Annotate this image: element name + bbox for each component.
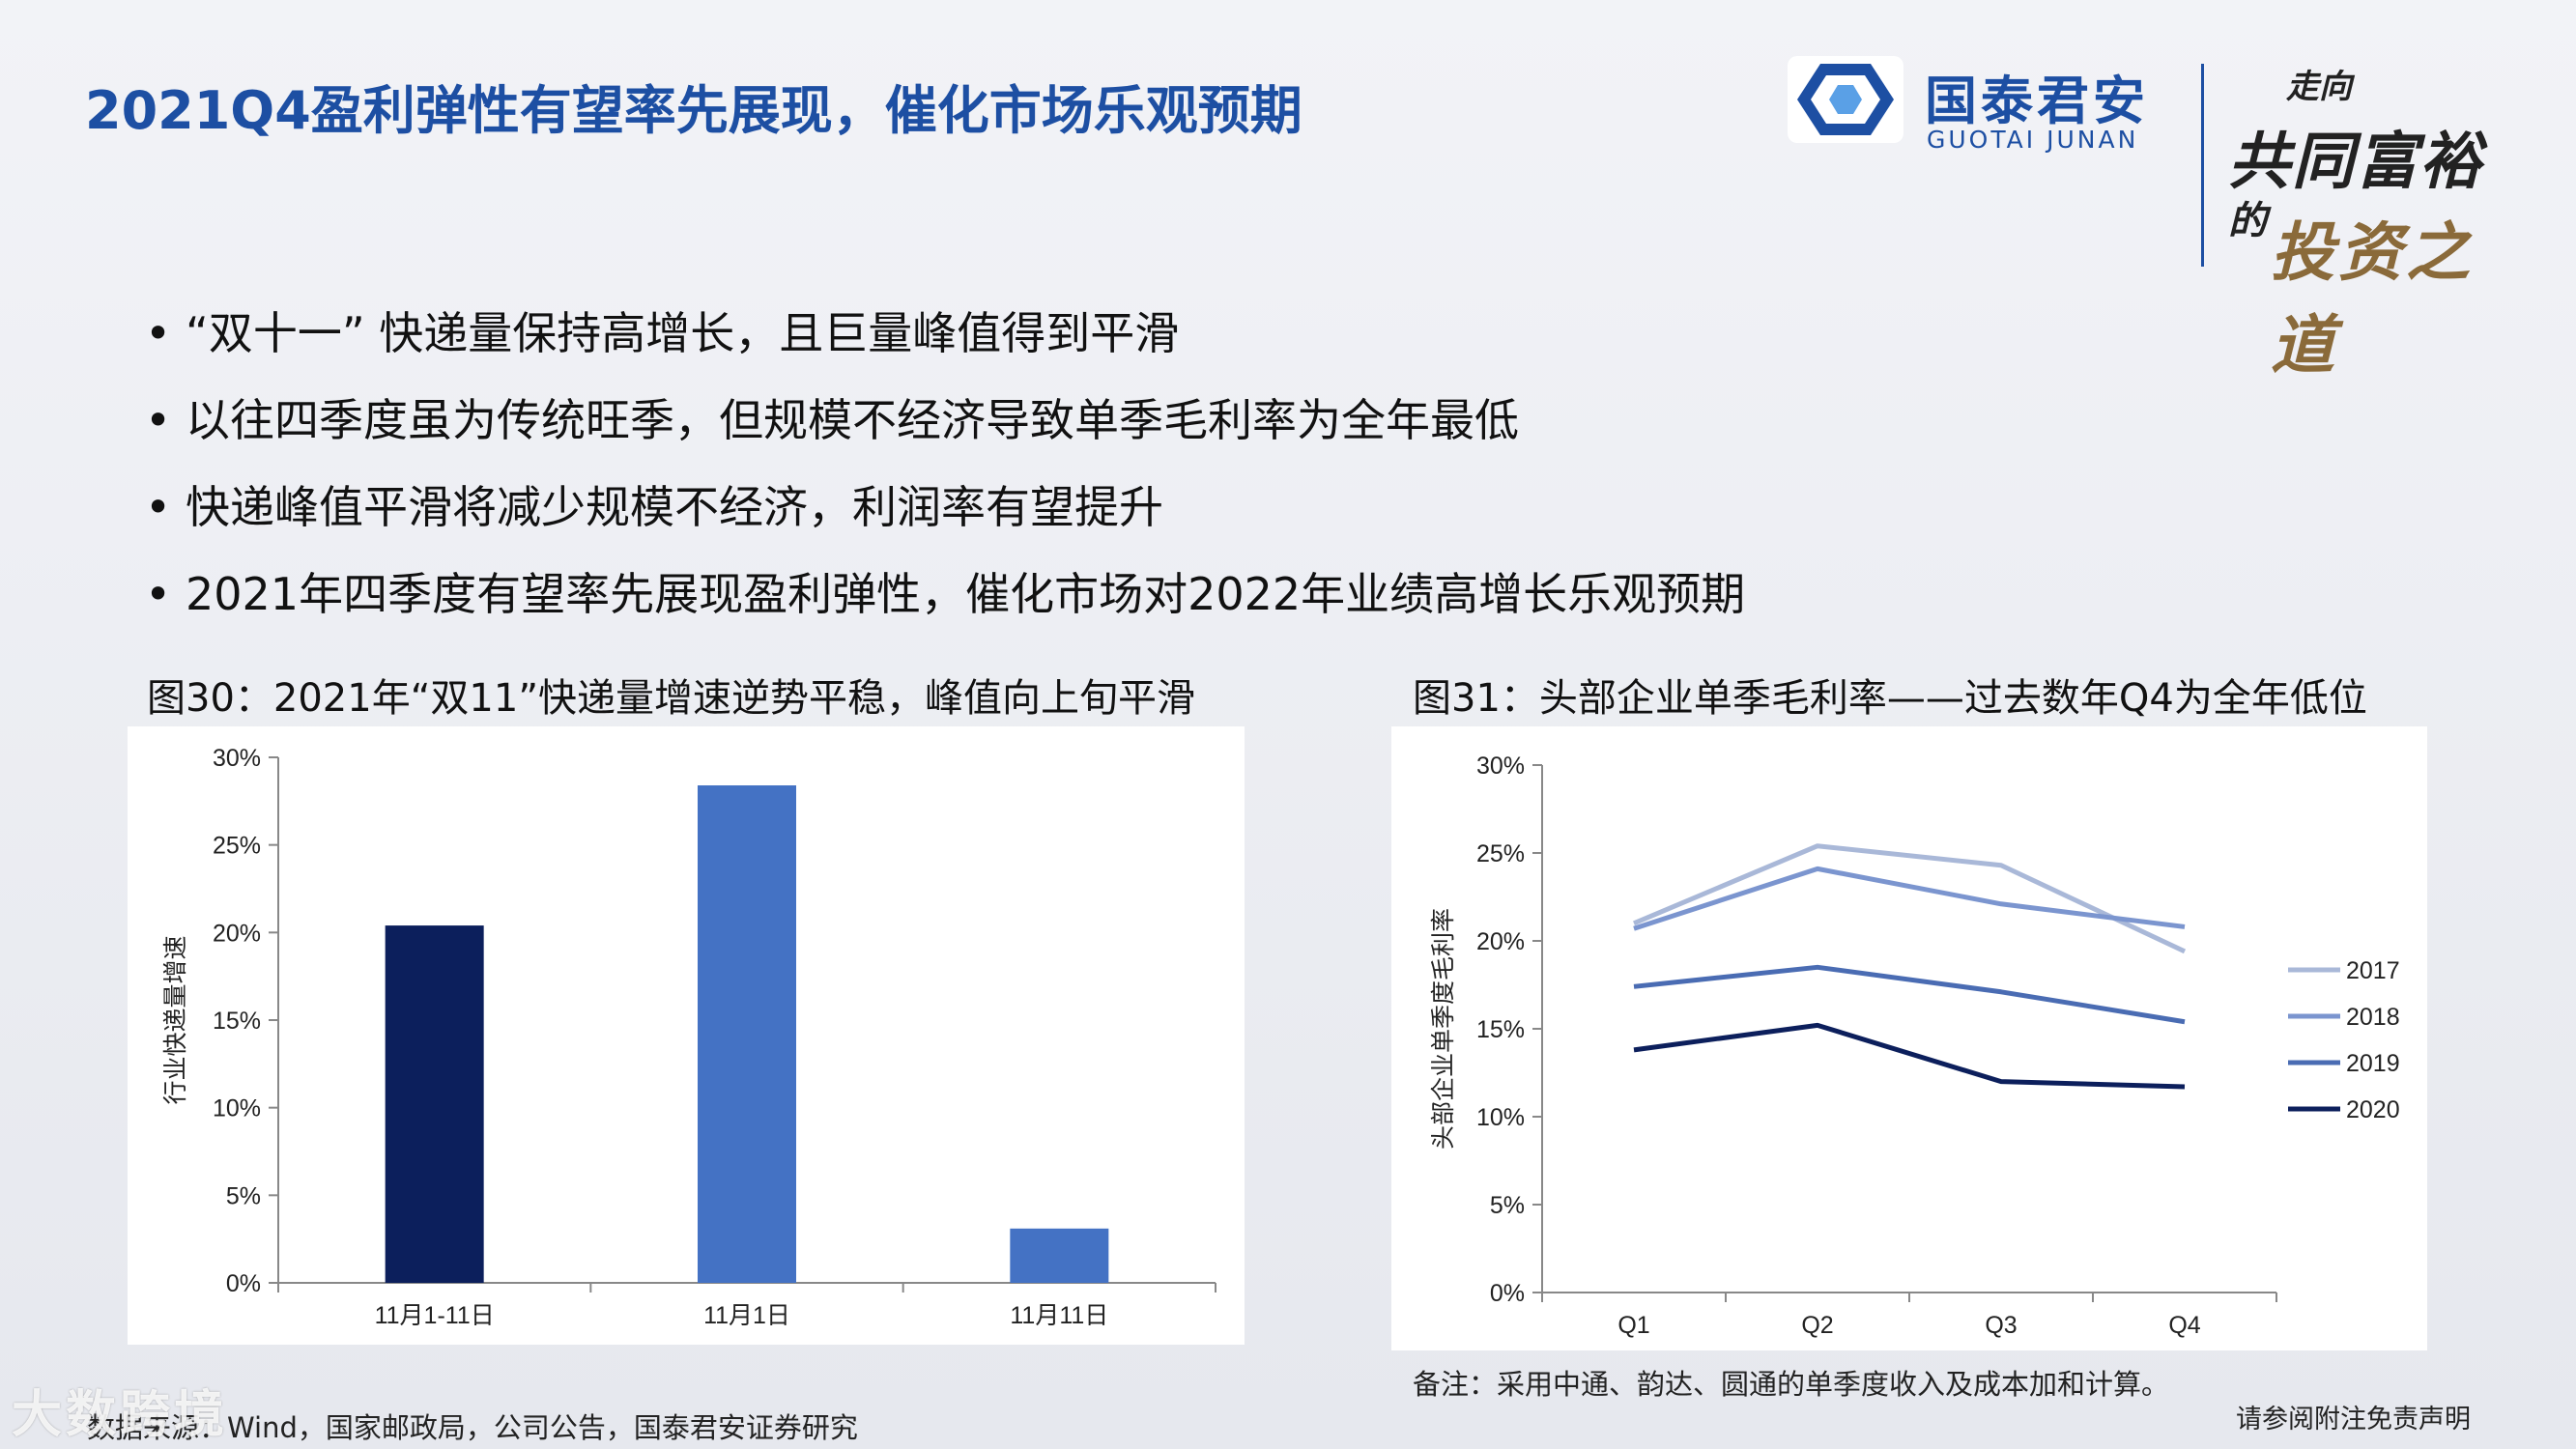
bar	[385, 925, 484, 1283]
series-line-2019	[1633, 964, 2186, 1025]
x-tick-label: Q3	[1985, 1312, 2017, 1339]
disclaimer: 请参阅附注免责声明	[2236, 1405, 2471, 1435]
legend-label: 2019	[2346, 1050, 2400, 1077]
slogan-line-2: 共同富裕	[2228, 126, 2483, 198]
data-source: 数据来源：Wind，国家邮政局，公司公告，国泰君安证券研究	[87, 1411, 858, 1444]
bullet-list: “双十一” 快递量保持高增长，且巨量峰值得到平滑 以往四季度虽为传统旺季，但规模…	[145, 290, 1745, 638]
logo-divider	[2201, 64, 2204, 267]
bullet-item: 以往四季度虽为传统旺季，但规模不经济导致单季毛利率为全年最低	[145, 377, 1745, 464]
company-logo: 国泰君安 GUOTAI JUNAN 走向 共同富裕 的 投资之道	[1788, 56, 2503, 383]
bar-chart: 0% 5% 10% 15% 20% 25% 30% 11月1-11日 11月1日 11月11日 行业…	[162, 745, 1216, 1329]
slogan-line-3: 的	[2228, 198, 2267, 243]
line-chart-panel: 0% 5% 10% 15% 20% 25% 30% Q1 Q2 Q3 Q4 2017 2018 2019 2…	[1391, 726, 2427, 1350]
y-tick-label: 15%	[1476, 1016, 1525, 1043]
figure-31-title: 图31：头部企业单季毛利率——过去数年Q4为全年低位	[1413, 676, 2367, 721]
bullet-item: 2021年四季度有望率先展现盈利弹性，催化市场对2022年业绩高增长乐观预期	[145, 551, 1745, 638]
slogan-line-4: 投资之道	[2271, 214, 2474, 383]
logo-en-text: GUOTAI JUNAN	[1927, 126, 2139, 154]
watermark: 大数跨境	[12, 1386, 229, 1444]
y-axis-label: 行业快递量增速	[162, 935, 189, 1104]
bar	[698, 785, 796, 1283]
slogan: 走向 共同富裕 的 投资之道	[2228, 56, 2499, 383]
y-tick-label: 5%	[1490, 1192, 1525, 1219]
page-title: 2021Q4盈利弹性有望率先展现，催化市场乐观预期	[85, 80, 1302, 141]
x-tick-label: Q2	[1801, 1312, 1833, 1339]
x-tick-label: 11月1日	[703, 1302, 790, 1329]
chart-note: 备注：采用中通、韵达、圆通的单季度收入及成本加和计算。	[1413, 1368, 2170, 1401]
y-axis-label: 头部企业单季度毛利率	[1430, 908, 1457, 1150]
y-tick-label: 10%	[1476, 1104, 1525, 1131]
y-tick-label: 0%	[1490, 1280, 1525, 1307]
y-tick-label: 15%	[213, 1008, 261, 1035]
bar-chart-panel: 0% 5% 10% 15% 20% 25% 30% 11月1-11日 11月1日 11月11日 行业…	[128, 726, 1245, 1345]
y-tick-label: 30%	[213, 745, 261, 772]
x-tick-label: Q1	[1617, 1312, 1649, 1339]
y-tick-label: 20%	[213, 920, 261, 947]
legend-label: 2018	[2346, 1004, 2400, 1031]
x-tick-label: Q4	[2168, 1312, 2200, 1339]
bar	[1010, 1228, 1109, 1283]
series-line-2020	[1633, 1022, 2186, 1090]
figure-30-title: 图30：2021年“双11”快递量增速逆势平稳，峰值向上旬平滑	[147, 676, 1196, 721]
logo-cn-text: 国泰君安	[1925, 71, 2149, 131]
y-tick-label: 25%	[1476, 840, 1525, 867]
x-tick-label: 11月11日	[1010, 1302, 1108, 1329]
y-tick-label: 0%	[226, 1270, 261, 1297]
bullet-item: 快递峰值平滑将减少规模不经济，利润率有望提升	[145, 464, 1745, 551]
series-line-2017	[1633, 843, 2187, 954]
slogan-line-1: 走向	[2286, 68, 2352, 106]
legend-label: 2017	[2346, 957, 2400, 984]
x-tick-label: 11月1-11日	[375, 1302, 495, 1329]
series-line-2018	[1633, 866, 2186, 931]
y-tick-label: 20%	[1476, 928, 1525, 955]
guotai-junan-logo-icon	[1788, 56, 1903, 143]
y-tick-label: 5%	[226, 1182, 261, 1209]
y-tick-label: 10%	[213, 1095, 261, 1122]
bullet-item: “双十一” 快递量保持高增长，且巨量峰值得到平滑	[145, 290, 1745, 377]
y-tick-label: 25%	[213, 833, 261, 860]
y-tick-label: 30%	[1476, 753, 1525, 780]
legend-label: 2020	[2346, 1096, 2400, 1123]
line-chart: 0% 5% 10% 15% 20% 25% 30% Q1 Q2 Q3 Q4 2017 2018 2019 2…	[1430, 753, 2400, 1339]
